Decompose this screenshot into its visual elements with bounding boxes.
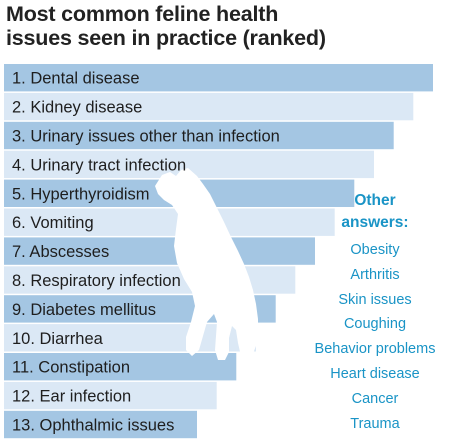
other-answer-item: Skin issues bbox=[338, 291, 412, 308]
bar bbox=[4, 92, 414, 121]
other-answers-heading-line-1: Other bbox=[354, 192, 396, 209]
other-answer-item: Behavior problems bbox=[314, 341, 436, 358]
bar-label: 2. Kidney disease bbox=[12, 99, 142, 117]
other-answer-item: Arthritis bbox=[350, 266, 400, 283]
other-answer-item: Cancer bbox=[351, 390, 399, 407]
other-answer-item: Coughing bbox=[343, 316, 407, 333]
bar bbox=[4, 324, 256, 352]
chart-title-line-2: issues seen in practice (ranked) bbox=[6, 26, 326, 50]
bar bbox=[4, 208, 335, 236]
bar-label: 13. Ophthalmic issues bbox=[12, 417, 174, 435]
bar-label: 10. Diarrhea bbox=[12, 330, 104, 348]
bar-label: 4. Urinary tract infection bbox=[12, 156, 186, 174]
bar-label: 9. Diabetes mellitus bbox=[12, 301, 156, 319]
bar-label: 11. Constipation bbox=[12, 359, 130, 377]
bar-label: 3. Urinary issues other than infection bbox=[12, 128, 280, 146]
cat-silhouette-icon bbox=[155, 168, 258, 360]
bar bbox=[4, 353, 237, 381]
bar bbox=[4, 381, 217, 410]
bar-label: 8. Respiratory infection bbox=[12, 272, 181, 290]
other-answer-item: Trauma bbox=[350, 415, 400, 432]
other-answers-heading: Other answers: bbox=[300, 190, 450, 234]
other-answer-item: Heart disease bbox=[330, 365, 420, 382]
bar-label: 12. Ear infection bbox=[12, 388, 131, 406]
chart-title-line-1: Most common feline health bbox=[6, 2, 279, 26]
bar-label: 6. Vomiting bbox=[12, 214, 94, 232]
other-answers-heading-line-2: answers: bbox=[341, 214, 409, 231]
bar-label: 7. Abscesses bbox=[12, 243, 109, 261]
bar bbox=[4, 64, 433, 92]
bar-label: 1. Dental disease bbox=[12, 70, 140, 88]
other-answer-item: Obesity bbox=[350, 242, 400, 258]
bar bbox=[4, 237, 315, 265]
bar bbox=[4, 410, 197, 439]
other-answers-panel: Other answers: Obesity Arthritis Skin is… bbox=[300, 190, 450, 436]
bar bbox=[4, 121, 394, 150]
chart-title: Most common feline health issues seen in… bbox=[6, 2, 446, 50]
bar-label: 5. Hyperthyroidism bbox=[12, 185, 150, 203]
